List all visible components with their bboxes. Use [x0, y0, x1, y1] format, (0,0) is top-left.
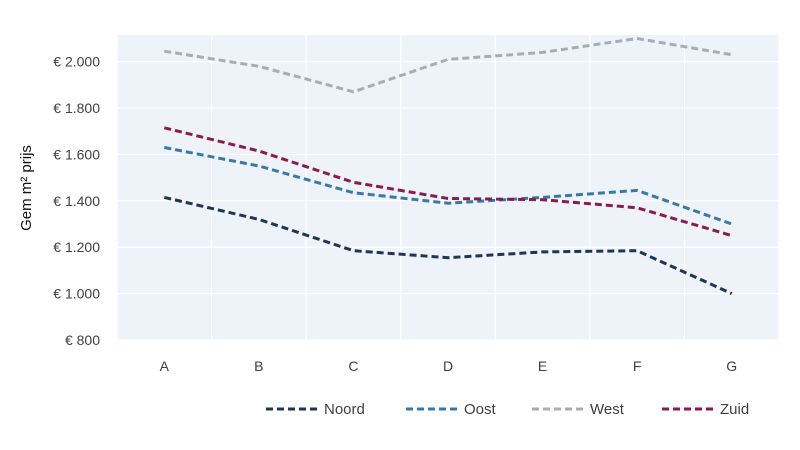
series-line-west [164, 37, 732, 94]
series-line-noord [163, 195, 733, 295]
y-tick-label: € 1.000 [53, 286, 100, 302]
x-tick-label: B [254, 358, 263, 374]
x-tick-label: F [633, 358, 642, 374]
legend-label-zuid: Zuid [720, 401, 749, 418]
y-axis-label: Gem m² prijs [18, 145, 35, 231]
legend: Noord Oost West Zuid [266, 401, 749, 418]
y-tick-label: € 1.800 [53, 100, 100, 116]
y-tick-label: € 2.000 [53, 54, 100, 70]
x-tick-label: G [726, 358, 737, 374]
x-axis-tick-labels: A B C D E F G [160, 358, 738, 374]
series-line-oost [164, 146, 733, 226]
y-tick-label: € 800 [65, 332, 100, 348]
series-line-zuid [163, 126, 733, 238]
x-tick-label: A [160, 358, 170, 374]
legend-label-west: West [590, 401, 625, 418]
y-axis-tick-labels: € 800 € 1.000 € 1.200 € 1.400 € 1.600 € 1.800… [53, 54, 100, 348]
y-tick-label: € 1.200 [53, 239, 100, 255]
x-tick-label: D [443, 358, 453, 374]
gridlines [116, 14, 780, 341]
y-tick-label: € 1.400 [53, 193, 100, 209]
legend-label-oost: Oost [464, 401, 497, 418]
x-tick-label: E [538, 358, 547, 374]
series-lines [163, 37, 733, 295]
x-tick-label: C [348, 358, 358, 374]
plot-area [117, 35, 779, 340]
y-tick-label: € 1.600 [53, 146, 100, 162]
legend-label-noord: Noord [324, 401, 365, 418]
